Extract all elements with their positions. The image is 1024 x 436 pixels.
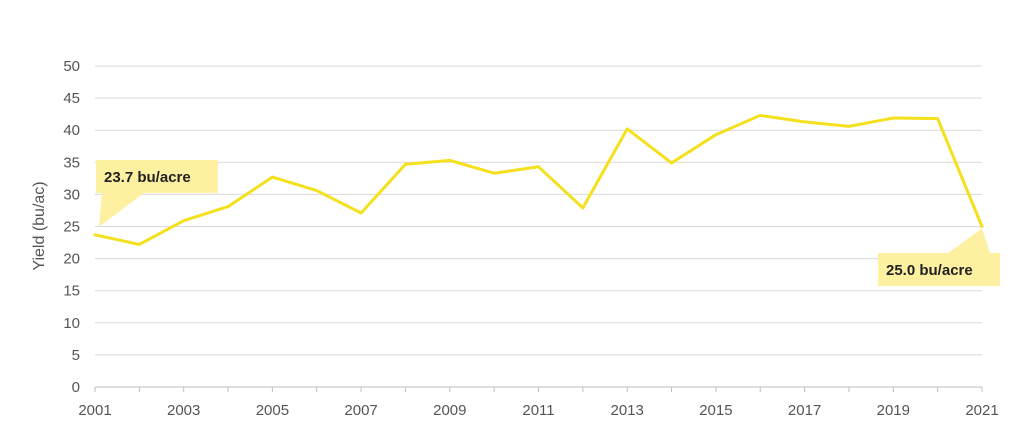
x-tick-label: 2003 bbox=[167, 402, 200, 419]
callout-label: 23.7 bu/acre bbox=[104, 169, 191, 186]
gridlines bbox=[95, 65, 982, 356]
x-tick-label: 2021 bbox=[965, 402, 998, 419]
y-tick-label: 45 bbox=[63, 90, 80, 107]
callouts: 23.7 bu/acre 25.0 bu/acre bbox=[96, 160, 1000, 286]
y-tick-label: 15 bbox=[63, 283, 80, 300]
x-tick-label: 2015 bbox=[699, 402, 732, 419]
series-line bbox=[93, 113, 984, 246]
x-tick-label: 2019 bbox=[877, 402, 910, 419]
callout-box bbox=[96, 160, 218, 193]
x-tick-label: 2001 bbox=[78, 402, 111, 419]
value-callout: 25.0 bu/acre bbox=[878, 228, 1000, 286]
series bbox=[93, 113, 984, 246]
axes: 0 5 10 15 20 25 30 35 40 45 50 2001 2003 2005 2007 2009… bbox=[63, 58, 998, 419]
y-tick-label: 5 bbox=[72, 347, 80, 364]
y-tick-label: 25 bbox=[63, 219, 80, 236]
x-tick-label: 2007 bbox=[344, 402, 377, 419]
x-tick-label: 2013 bbox=[611, 402, 644, 419]
callout-pointer bbox=[948, 228, 990, 253]
value-callout: 23.7 bu/acre bbox=[96, 160, 218, 227]
y-tick-label: 30 bbox=[63, 186, 80, 203]
x-tick-label: 2017 bbox=[788, 402, 821, 419]
callout-box bbox=[878, 253, 1000, 286]
y-tick-label: 40 bbox=[63, 122, 80, 139]
y-axis-title: Yield (bu/ac) bbox=[31, 181, 48, 270]
x-tick-label: 2011 bbox=[522, 402, 554, 419]
y-tick-label: 35 bbox=[63, 154, 80, 171]
x-tick-label: 2009 bbox=[433, 402, 466, 419]
y-tick-label: 0 bbox=[72, 379, 80, 396]
y-tick-label: 50 bbox=[63, 58, 80, 75]
callout-label: 25.0 bu/acre bbox=[886, 262, 973, 279]
x-tick-label: 2005 bbox=[256, 402, 289, 419]
callout-pointer bbox=[99, 193, 144, 227]
y-tick-label: 10 bbox=[63, 315, 80, 332]
y-tick-label: 20 bbox=[63, 251, 80, 268]
